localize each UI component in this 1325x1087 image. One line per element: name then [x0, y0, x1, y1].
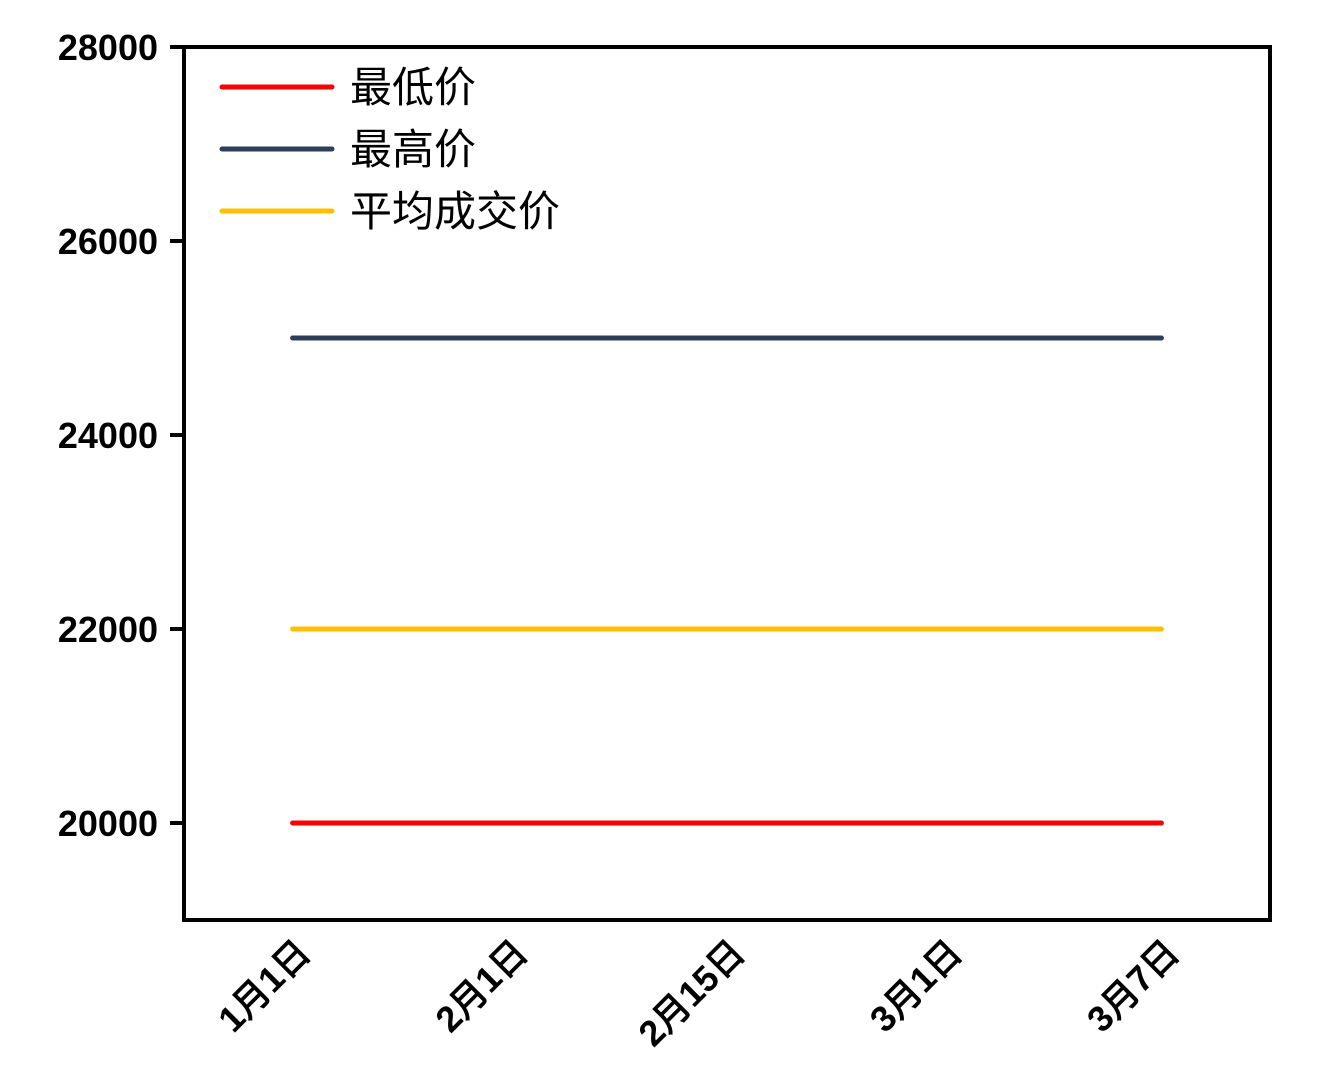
y-tick-label: 26000: [58, 221, 158, 262]
y-tick-label: 20000: [58, 803, 158, 844]
x-tick-label: 3月7日: [1079, 932, 1187, 1040]
plot-frame: [182, 45, 1272, 922]
legend-label: 平均成交价: [350, 187, 560, 236]
x-tick-label: 2月1日: [427, 932, 535, 1040]
legend-label: 最高价: [350, 125, 476, 174]
y-tick-label: 22000: [58, 609, 158, 650]
x-tick-label: 3月1日: [862, 932, 970, 1040]
y-tick-label: 24000: [58, 415, 158, 456]
legend-label: 最低价: [350, 63, 476, 112]
y-tick-label: 28000: [58, 27, 158, 68]
x-tick-label: 1月1日: [210, 932, 318, 1040]
x-tick-label: 2月15日: [630, 932, 752, 1054]
